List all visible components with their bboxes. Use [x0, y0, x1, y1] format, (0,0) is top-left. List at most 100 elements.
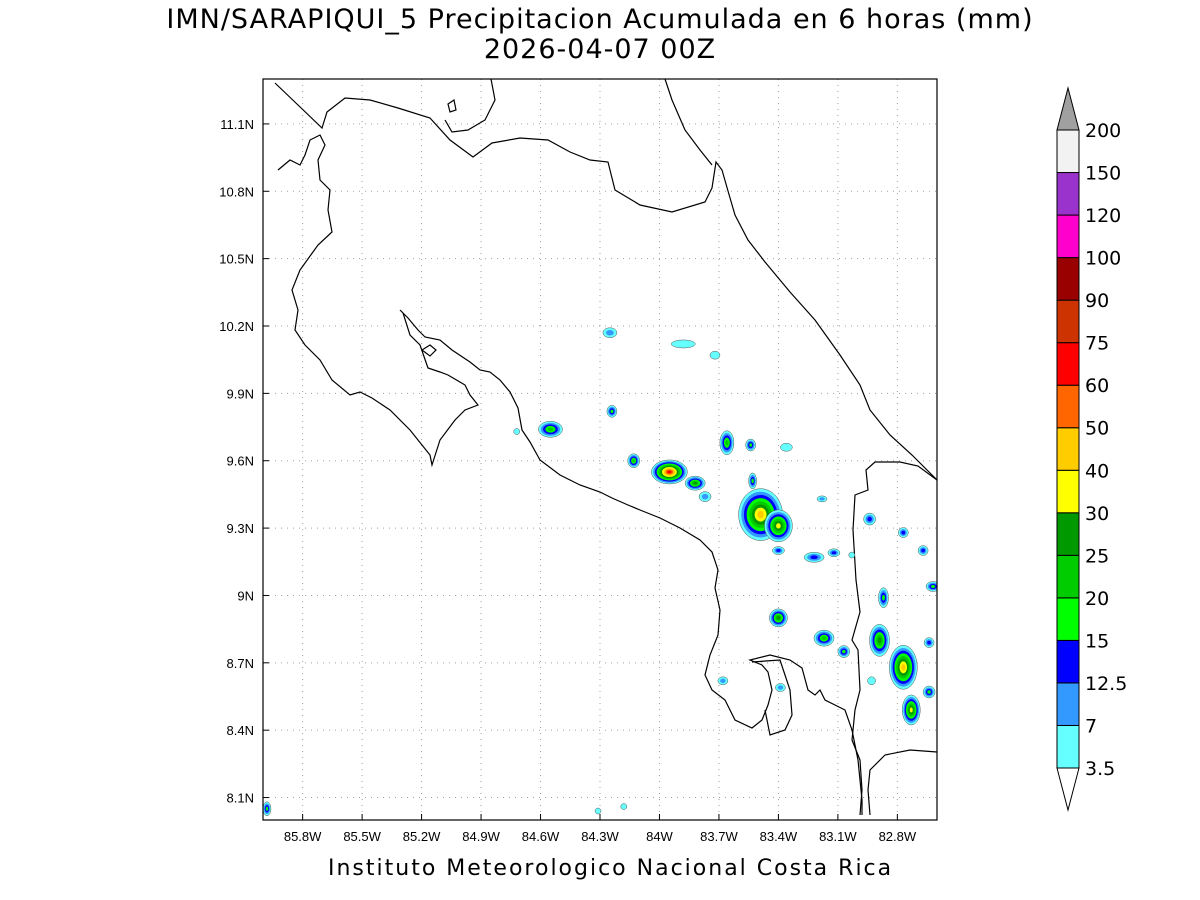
precip-cell [602, 327, 618, 338]
lon-tick-label: 84W [646, 829, 673, 844]
colorbar-lower-arrow [1056, 767, 1080, 812]
colorbar: 3.5 7 12.5 15 20 25 30 40 50 60 75 90 100 120 150 200 [1056, 86, 1127, 812]
latitude-axis: 8.1N 8.4N 8.7N 9N 9.3N 9.6N 9.9N 10.2N 10.5N 10.8… [219, 117, 269, 806]
lon-tick-label: 85.2W [403, 829, 441, 844]
precip-cell [869, 624, 890, 657]
lat-tick-label: 9.3N [227, 521, 254, 536]
lat-tick-label: 9N [237, 588, 254, 603]
precip-contour-level [632, 459, 636, 463]
precip-contour-level [842, 649, 846, 654]
lat-tick-label: 10.8N [219, 184, 254, 199]
lat-tick-label: 8.4N [227, 723, 254, 738]
lon-tick-label: 85.8W [284, 829, 322, 844]
precip-cell [813, 629, 835, 647]
precip-cell [901, 694, 921, 726]
precip-cell [538, 421, 563, 438]
colorbar-label: 120 [1085, 205, 1121, 227]
precip-contour-level [547, 427, 554, 432]
colorbar-label: 40 [1085, 460, 1109, 482]
lon-tick-label: 83.1W [819, 829, 857, 844]
precip-cell [772, 546, 785, 555]
precip-contour-level [831, 551, 837, 555]
lon-tick-label: 85.5W [343, 829, 381, 844]
precip-cell [627, 453, 640, 468]
precip-contour-level [867, 676, 876, 686]
precip-cell [606, 405, 618, 418]
lon-tick-label: 84.3W [581, 829, 619, 844]
precip-contour-level [667, 470, 672, 474]
precip-cell [827, 548, 841, 558]
precip-contour-level [901, 530, 906, 535]
precip-contour-level [901, 664, 906, 671]
precip-contour-level [709, 350, 721, 360]
precip-cell [848, 551, 856, 559]
precip-contour-level [513, 428, 520, 435]
lon-tick-label: 84.9W [462, 829, 500, 844]
colorbar-swatch [1056, 554, 1080, 599]
precip-contour-level [671, 339, 696, 349]
precip-contour-level [810, 555, 818, 560]
precip-cell [764, 509, 793, 543]
footer-credit: Instituto Meteorologico Nacional Costa R… [328, 856, 894, 881]
colorbar-swatch [1056, 427, 1080, 471]
precip-cell [263, 801, 272, 817]
precip-cell [816, 495, 828, 503]
colorbar-swatch [1056, 597, 1080, 641]
colorbar-label: 200 [1085, 120, 1121, 142]
colorbar-swatch [1056, 724, 1080, 769]
precip-cell [889, 645, 918, 690]
precip-cell [748, 472, 757, 490]
precip-contour-level [594, 807, 602, 815]
precip-cell [867, 676, 876, 686]
precip-cell [863, 512, 876, 526]
precip-cell [898, 527, 909, 538]
precip-cell [513, 428, 520, 435]
precip-cell [837, 645, 851, 658]
colorbar-label: 15 [1085, 630, 1109, 652]
lat-tick-label: 9.9N [227, 386, 254, 401]
precip-cell [780, 443, 793, 452]
lon-tick-label: 83.7W [700, 829, 738, 844]
colorbar-label: 75 [1085, 333, 1109, 355]
precip-contour-level [777, 685, 784, 690]
precip-contour-level [776, 549, 781, 553]
colorbar-label: 25 [1085, 545, 1109, 567]
precip-cell [738, 488, 783, 541]
colorbar-label: 20 [1085, 588, 1109, 610]
precip-contour-level [776, 616, 781, 620]
map-title: IMN/SARAPIQUI_5 Precipitacion Acumulada … [166, 4, 1034, 35]
precip-contour-level [620, 803, 628, 810]
precip-cell [775, 683, 786, 692]
colorbar-swatch [1056, 342, 1080, 386]
colorbar-label: 12.5 [1085, 673, 1127, 695]
precip-contour-level [931, 585, 936, 588]
precip-contour-level [749, 443, 753, 447]
colorbar-label: 90 [1085, 290, 1109, 312]
precip-cell [878, 587, 889, 608]
precip-contour-level [265, 806, 269, 811]
precipitation-field [263, 327, 937, 817]
colorbar-swatch [1056, 639, 1080, 684]
precip-cell [671, 339, 696, 349]
precip-cell [717, 676, 729, 686]
longitude-axis: 85.8W 85.5W 85.2W 84.9W 84.6W 84.3W 84W 83.7W 83… [284, 814, 917, 844]
lat-tick-label: 10.5N [219, 252, 254, 267]
precip-contour-level [927, 640, 931, 645]
colorbar-label: 150 [1085, 163, 1121, 185]
coastline [274, 79, 937, 816]
colorbar-label: 3.5 [1085, 758, 1115, 780]
colorbar-swatch [1056, 682, 1080, 726]
precip-cell [803, 552, 825, 563]
colorbar-swatch [1056, 469, 1080, 514]
precip-contour-level [725, 439, 729, 446]
colorbar-swatch [1056, 512, 1080, 556]
precip-cell [769, 608, 788, 628]
lat-tick-label: 10.2N [219, 319, 254, 334]
precip-contour-level [751, 478, 754, 484]
lon-tick-label: 83.4W [760, 829, 798, 844]
precip-contour-level [867, 516, 872, 522]
precip-contour-level [701, 493, 709, 500]
lat-tick-label: 9.6N [227, 454, 254, 469]
colorbar-swatch [1056, 214, 1080, 259]
precip-contour-level [909, 707, 913, 713]
